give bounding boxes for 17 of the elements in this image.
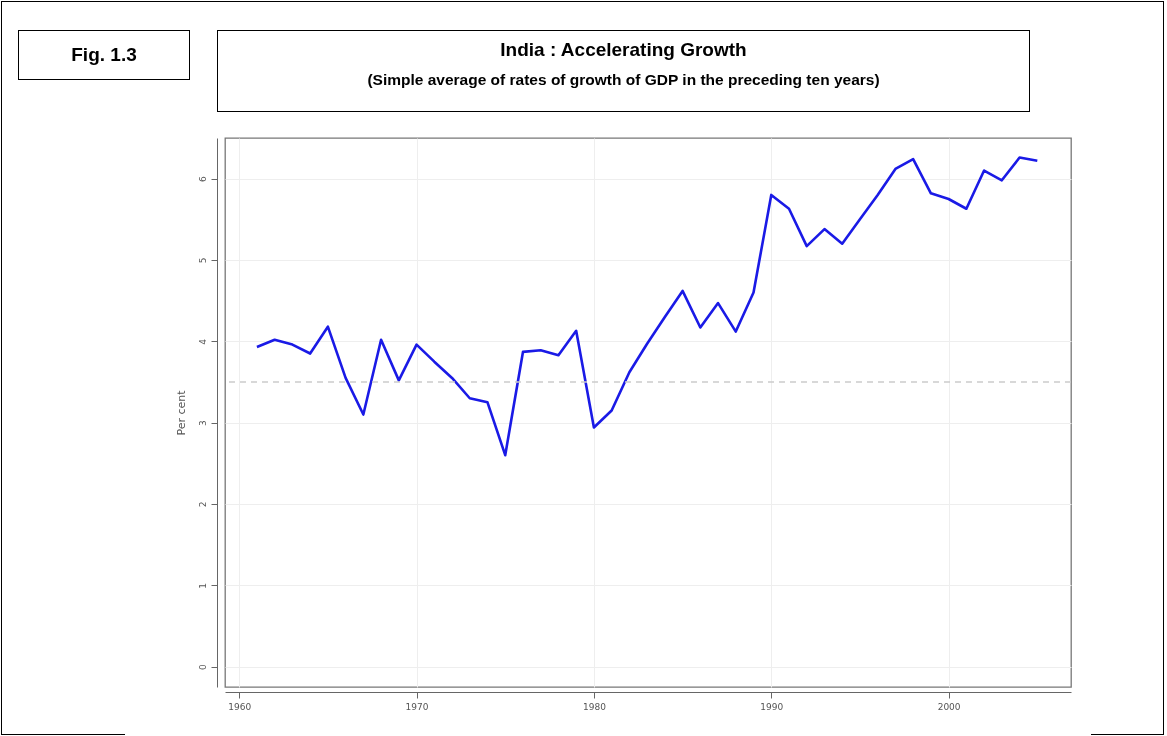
y-tick-label: 1	[197, 582, 208, 589]
x-tick-label: 1980	[582, 701, 607, 712]
y-tick-label: 6	[197, 176, 208, 183]
y-tick-label: 0	[197, 664, 208, 671]
x-tick-label: 1990	[760, 701, 784, 712]
chart-title: India : Accelerating Growth	[499, 39, 748, 61]
caption: Fig. 1.3	[18, 30, 190, 80]
x-tick-label: 1970	[405, 701, 429, 712]
x-tick-label: 2000	[937, 701, 961, 712]
y-tick-label: 4	[197, 338, 208, 345]
y-tick-label: 3	[197, 420, 208, 427]
chart-subtitle: (Simple average of rates of growth of GDP in the preceding ten years)	[366, 71, 881, 89]
y-axis-title: Per cent	[174, 389, 188, 436]
y-tick-label: 5	[197, 257, 208, 264]
x-tick-label: 1960	[228, 701, 252, 712]
line-series	[255, 156, 1039, 457]
y-tick-label: 2	[197, 501, 208, 508]
